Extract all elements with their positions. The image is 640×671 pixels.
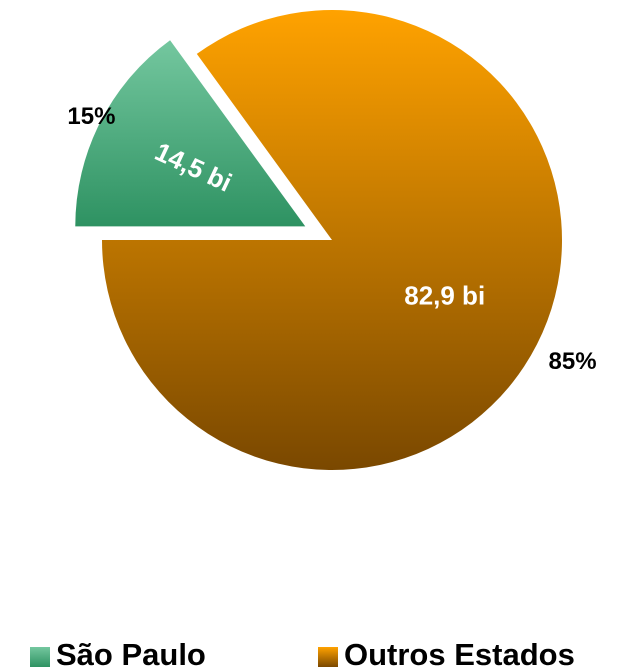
value-label: 82,9 bi bbox=[404, 280, 485, 310]
pie-slice bbox=[75, 40, 306, 227]
legend-label: São Paulo bbox=[56, 637, 206, 671]
legend-swatch bbox=[30, 647, 50, 667]
pie-slice bbox=[102, 10, 562, 471]
legend-label: Outros Estados bbox=[344, 637, 575, 671]
legend-swatch bbox=[318, 647, 338, 667]
percent-label: 15% bbox=[67, 103, 115, 130]
percent-label: 85% bbox=[549, 348, 597, 375]
